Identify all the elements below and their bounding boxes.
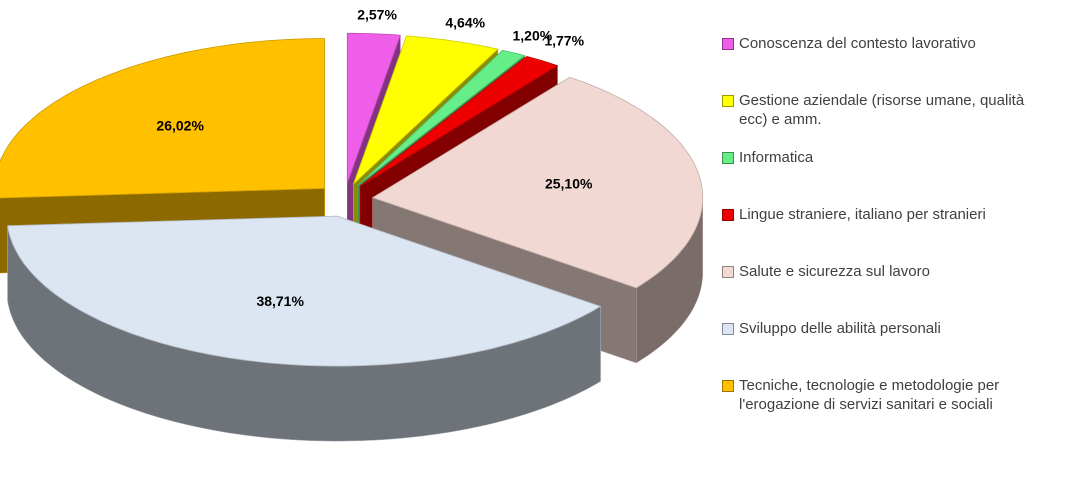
legend-item: Conoscenza del contesto lavorativo: [722, 34, 1082, 91]
legend-label: Gestione aziendale (risorse umane, quali…: [739, 92, 1025, 128]
data-label: 26,02%: [156, 118, 204, 134]
legend-label: Sviluppo delle abilità personali: [739, 320, 941, 337]
legend-label: Informatica: [739, 149, 814, 166]
legend-item: Lingue straniere, italiano per stranieri: [722, 205, 1082, 262]
legend-label: Conoscenza del contesto lavorativo: [739, 35, 976, 52]
slice-top: [346, 32, 401, 184]
data-label: 1,77%: [544, 33, 584, 49]
legend-label: Salute e sicurezza sul lavoro: [739, 263, 930, 280]
legend-swatch: [722, 209, 734, 221]
slice: [7, 215, 602, 442]
legend-swatch: [722, 95, 734, 107]
data-label: 4,64%: [445, 15, 485, 31]
data-label: 1,20%: [513, 28, 553, 44]
legend-swatch: [722, 266, 734, 278]
legend-swatch: [722, 152, 734, 164]
chart: 2,57% 4,64% 1,20%1,77% 25,10% 38,71% 26,02%: [0, 7, 704, 442]
legend-item: Informatica: [722, 148, 1082, 205]
data-label: 38,71%: [256, 293, 304, 309]
slice-top: [357, 49, 526, 186]
slice-top: [353, 35, 499, 185]
legend-swatch: [722, 323, 734, 335]
legend-swatch: [722, 380, 734, 392]
slice-top: [7, 215, 602, 367]
legend: Conoscenza del contesto lavorativo Gestio…: [722, 34, 1082, 433]
legend-item: Sviluppo delle abilità personali: [722, 319, 1082, 376]
legend-item: Salute e sicurezza sul lavoro: [722, 262, 1082, 319]
legend-label: Lingue straniere, italiano per stranieri: [739, 206, 986, 223]
data-label: 25,10%: [545, 176, 593, 192]
slice-top: [0, 38, 325, 199]
data-label: 2,57%: [357, 7, 397, 23]
legend-item: Tecniche, tecnologie e metodologie per l…: [722, 376, 1082, 433]
slice-top: [360, 55, 559, 187]
legend-label: Tecniche, tecnologie e metodologie per l…: [739, 377, 1000, 413]
slice-top: [371, 76, 704, 289]
legend-swatch: [722, 38, 734, 50]
legend-item: Gestione aziendale (risorse umane, quali…: [722, 91, 1082, 148]
